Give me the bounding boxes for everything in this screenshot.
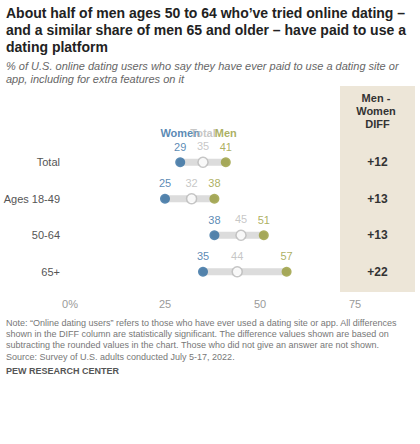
svg-text:44: 44 bbox=[231, 250, 243, 262]
svg-text:Ages 18-49: Ages 18-49 bbox=[4, 193, 60, 205]
svg-text:38: 38 bbox=[208, 214, 220, 226]
svg-text:38: 38 bbox=[208, 177, 220, 189]
svg-text:+22: +22 bbox=[367, 265, 388, 279]
svg-text:Total: Total bbox=[190, 127, 215, 139]
svg-text:+13: +13 bbox=[367, 192, 388, 206]
svg-text:75: 75 bbox=[349, 298, 361, 310]
svg-text:0%: 0% bbox=[62, 298, 78, 310]
svg-text:+12: +12 bbox=[367, 155, 388, 169]
svg-text:25: 25 bbox=[159, 298, 171, 310]
svg-text:Women: Women bbox=[356, 105, 399, 117]
svg-text:45: 45 bbox=[235, 213, 247, 225]
html-text:About half of men ages 50 to 6: About half of men ages 50 to 64 who’ve t… bbox=[6, 5, 406, 55]
svg-text:25: 25 bbox=[159, 177, 171, 189]
svg-text:65+: 65+ bbox=[41, 266, 60, 278]
svg-text:50: 50 bbox=[254, 298, 266, 310]
svg-text:29: 29 bbox=[174, 141, 186, 153]
svg-text:51: 51 bbox=[258, 214, 270, 226]
html-text:Note: “Online dating users” re: Note: “Online dating users” refers to th… bbox=[6, 318, 397, 350]
svg-text:Women: Women bbox=[160, 127, 200, 140]
html-text:Source: Survey of U.S. adults: Source: Survey of U.S. adults conducted … bbox=[6, 352, 235, 362]
svg-text:DIFF: DIFF bbox=[365, 118, 390, 130]
html-text:PEW RESEARCH CENTER: PEW RESEARCH CENTER bbox=[6, 366, 119, 376]
svg-text:Men: Men bbox=[215, 127, 237, 139]
svg-text:Men -: Men - bbox=[362, 92, 394, 104]
svg-text:+13: +13 bbox=[367, 228, 388, 242]
svg-text:50-64: 50-64 bbox=[32, 229, 60, 241]
svg-text:35: 35 bbox=[197, 250, 209, 262]
svg-text:57: 57 bbox=[280, 250, 292, 262]
svg-text:41: 41 bbox=[220, 141, 232, 153]
svg-text:35: 35 bbox=[197, 140, 209, 152]
svg-text:32: 32 bbox=[185, 177, 197, 189]
svg-text:Total: Total bbox=[37, 156, 60, 168]
html-text:% of U.S. online dating users: % of U.S. online dating users who say th… bbox=[6, 60, 399, 85]
